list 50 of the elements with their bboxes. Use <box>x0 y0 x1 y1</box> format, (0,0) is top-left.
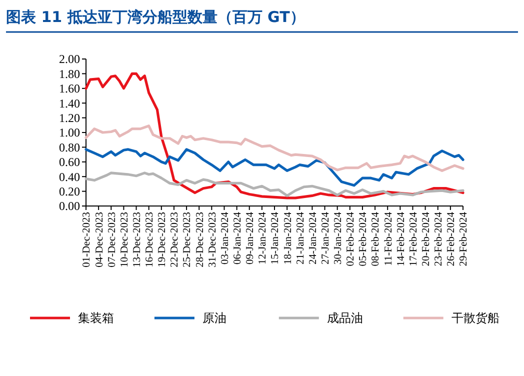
x-tick-label: 03-Jan-2024 <box>220 211 231 264</box>
x-tick-label: 19-Dec-2023 <box>157 212 168 268</box>
y-tick-label: 2.00 <box>59 52 80 66</box>
x-tick-label: 16-Dec-2023 <box>144 212 156 268</box>
x-tick-label: 15-Jan-2024 <box>270 211 282 264</box>
x-tick-label: 08-Feb-2024 <box>370 211 382 266</box>
line-series <box>84 172 464 198</box>
x-tick-label: 20-Feb-2024 <box>420 211 432 266</box>
x-tick-label: 29-Feb-2024 <box>458 211 470 266</box>
y-tick-label: 0.00 <box>59 199 80 214</box>
x-tick-label: 14-Feb-2024 <box>396 211 407 266</box>
x-tick-label: 27-Jan-2024 <box>320 211 332 264</box>
y-tick-label: 1.00 <box>59 126 80 140</box>
x-tick-label: 06-Jan-2024 <box>232 211 244 264</box>
y-tick-label: 1.80 <box>59 66 80 81</box>
x-tick-label: 13-Dec-2023 <box>132 212 143 268</box>
x-tick-label: 31-Dec-2023 <box>207 212 218 268</box>
x-tick-label: 09-Jan-2024 <box>245 211 256 264</box>
y-tick-label: 1.40 <box>59 96 80 110</box>
x-tick-label: 02-Feb-2024 <box>346 211 357 266</box>
legend-label: 原油 <box>202 311 226 326</box>
legend-label: 集装箱 <box>78 311 114 326</box>
x-tick-label: 05-Feb-2024 <box>358 211 370 266</box>
y-tick-label: 0.20 <box>59 184 80 198</box>
x-tick-label: 01-Dec-2023 <box>82 212 93 268</box>
x-tick-label: 21-Jan-2024 <box>295 211 306 264</box>
x-tick-label: 30-Jan-2024 <box>333 211 344 264</box>
x-tick-label: 10-Dec-2023 <box>119 212 130 268</box>
y-tick-label: 0.80 <box>59 140 80 154</box>
chart-title: 图表 11 抵达亚丁湾分船型数量（百万 GT） <box>6 8 305 26</box>
y-tick-label: 1.60 <box>59 82 80 96</box>
x-tick-label: 26-Feb-2024 <box>446 211 458 266</box>
x-tick-label: 18-Jan-2024 <box>282 211 294 264</box>
y-tick-label: 1.20 <box>59 111 80 125</box>
x-tick-label: 04-Dec-2023 <box>94 212 106 268</box>
x-tick-label: 11-Feb-2024 <box>383 211 394 266</box>
y-tick-label: 0.60 <box>59 155 80 170</box>
x-tick-label: 12-Jan-2024 <box>258 211 269 264</box>
y-tick-label: 0.40 <box>59 170 80 184</box>
legend-label: 干散货船 <box>451 311 500 326</box>
x-tick-label: 22-Dec-2023 <box>170 212 181 268</box>
x-tick-label: 25-Dec-2023 <box>182 212 194 268</box>
x-tick-label: 07-Dec-2023 <box>106 212 118 268</box>
x-tick-label: 17-Feb-2024 <box>408 211 420 266</box>
x-tick-label: 24-Jan-2024 <box>308 211 319 264</box>
line-series <box>84 148 464 187</box>
x-tick-label: 28-Dec-2023 <box>194 212 206 268</box>
x-tick-label: 23-Feb-2024 <box>434 211 445 266</box>
legend-label: 成品油 <box>326 311 363 326</box>
line-series <box>84 124 464 172</box>
